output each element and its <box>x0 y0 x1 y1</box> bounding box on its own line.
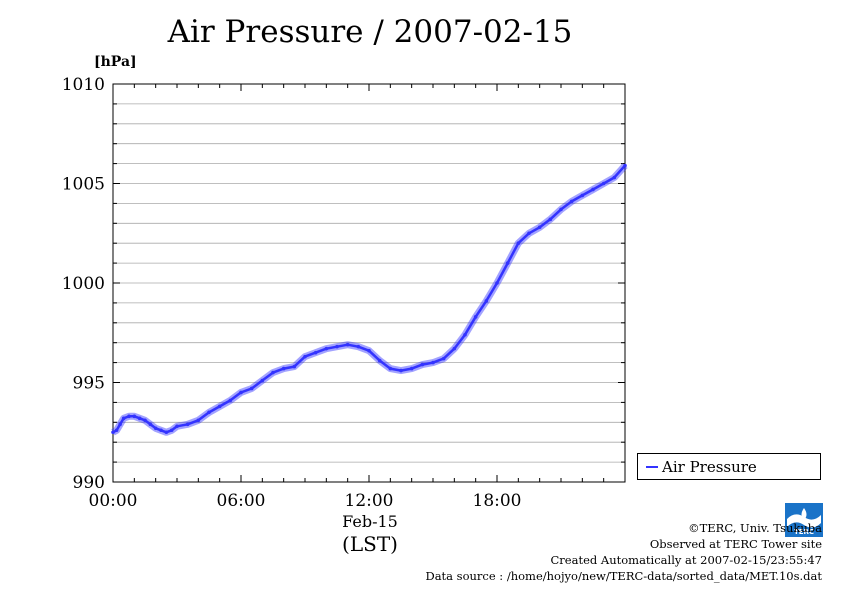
data-point <box>495 281 499 285</box>
data-point <box>153 426 158 431</box>
data-point <box>473 315 478 319</box>
data-point <box>159 428 163 433</box>
data-point <box>537 225 542 230</box>
data-point <box>114 428 119 433</box>
data-point <box>388 366 393 371</box>
x-tick-label: 18:00 <box>473 491 522 511</box>
data-point <box>623 163 627 168</box>
data-point <box>127 414 131 419</box>
data-point <box>175 424 179 429</box>
x-axis-title: (LST) <box>342 532 398 556</box>
data-point <box>463 332 467 337</box>
data-point <box>118 422 122 427</box>
credit-observed: Observed at TERC Tower site <box>649 537 822 551</box>
svg-text:TERC: TERC <box>794 528 814 536</box>
data-point <box>148 422 153 427</box>
x-tick-label: 00:00 <box>89 491 138 511</box>
data-point <box>601 181 606 186</box>
legend-swatch-air-pressure <box>646 466 658 468</box>
data-point <box>239 390 243 395</box>
y-axis-unit: [hPa] <box>94 54 137 70</box>
data-point <box>399 368 403 373</box>
data-point <box>260 378 265 383</box>
data-point <box>569 199 574 204</box>
data-point <box>367 348 371 353</box>
data-point <box>271 370 275 375</box>
data-point <box>356 344 361 349</box>
data-point <box>164 430 169 435</box>
data-point <box>452 346 457 351</box>
data-point <box>111 430 115 435</box>
y-tick-label: 990 <box>73 473 105 493</box>
data-point <box>345 342 350 347</box>
data-point <box>409 366 414 371</box>
y-tick-label: 1005 <box>62 175 105 195</box>
x-tick-label: 06:00 <box>217 491 266 511</box>
y-tick-label: 995 <box>73 374 105 394</box>
data-point <box>484 299 489 303</box>
data-point <box>249 386 254 391</box>
credit-created: Created Automatically at 2007-02-15/23:5… <box>550 553 823 567</box>
data-point <box>303 354 307 359</box>
y-tick-label: 1000 <box>62 274 105 294</box>
data-point <box>505 261 510 265</box>
data-point <box>132 414 137 419</box>
data-point <box>169 428 174 433</box>
data-point <box>292 364 297 369</box>
data-point <box>559 207 563 212</box>
data-point <box>377 358 382 363</box>
data-point <box>324 346 329 351</box>
x-tick-label: 12:00 <box>345 491 394 511</box>
data-point <box>591 187 595 192</box>
credit-copyright: ©TERC, Univ. Tsukuba <box>688 521 822 535</box>
data-point <box>527 231 531 236</box>
data-point <box>612 175 617 180</box>
data-point <box>121 416 126 421</box>
data-point <box>228 398 233 403</box>
y-tick-label: 1010 <box>62 75 105 95</box>
legend-label-air-pressure: Air Pressure <box>662 458 757 476</box>
credits: ©TERC, Univ. Tsukuba Observed at TERC To… <box>425 520 822 584</box>
data-point <box>580 193 585 198</box>
x-axis-date-label: Feb-15 <box>342 512 398 531</box>
data-point <box>143 418 147 423</box>
series-band-air-pressure <box>111 163 628 436</box>
data-point <box>335 344 339 349</box>
data-point <box>420 362 425 367</box>
data-point <box>196 418 201 423</box>
series-line-air-pressure <box>112 164 626 434</box>
data-point <box>431 360 435 365</box>
chart-title: Air Pressure / 2007-02-15 <box>167 14 573 50</box>
data-point <box>137 416 142 421</box>
data-point <box>313 350 318 355</box>
data-point <box>548 217 553 222</box>
data-point <box>207 410 211 415</box>
data-point <box>185 422 190 427</box>
data-point <box>217 404 222 409</box>
terc-logo-icon: TERC <box>785 503 823 537</box>
data-point <box>516 241 521 245</box>
data-point <box>281 366 286 371</box>
data-point <box>441 356 446 361</box>
legend: Air Pressure <box>637 453 821 480</box>
credit-source: Data source : /home/hojyo/new/TERC-data/… <box>425 569 822 583</box>
